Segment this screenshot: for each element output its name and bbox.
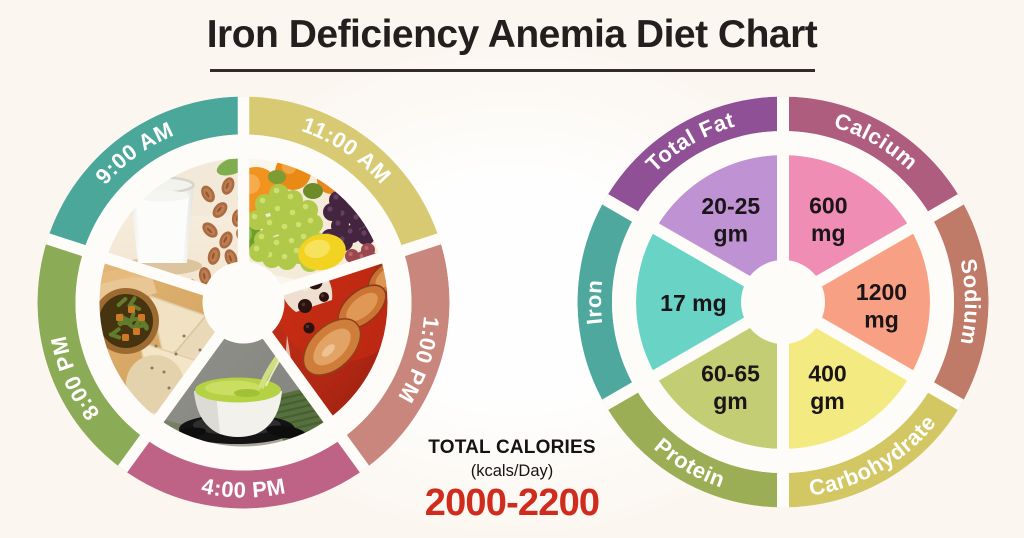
svg-text:Sodium: Sodium — [955, 257, 985, 347]
svg-text:17 mg: 17 mg — [660, 290, 726, 316]
svg-text:4:00 PM: 4:00 PM — [200, 473, 288, 502]
